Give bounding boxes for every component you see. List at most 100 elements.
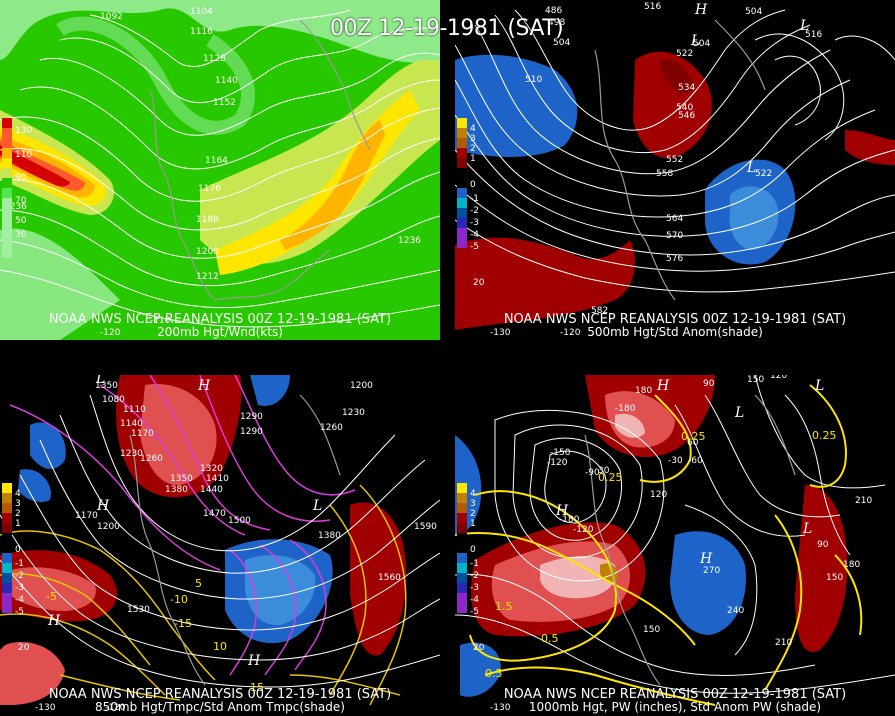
colorbar-label: -4 (470, 595, 479, 605)
colorbar-swatch (457, 188, 467, 198)
colorbar-swatch (2, 593, 12, 603)
colorbar-swatch (457, 603, 467, 613)
wind-shade-trough (56, 16, 256, 135)
high-pressure-label: H (656, 378, 670, 394)
colorbar-swatch (2, 483, 12, 493)
contour-label: 150 (747, 375, 764, 385)
panel-850mb-height-temperature: 1350 1080 1110 1140 1170 1230 1260 1290 … (0, 375, 440, 715)
contour-label: 1440 (200, 485, 223, 495)
colorbar-swatch (2, 178, 12, 188)
contour-label: 1140 (215, 76, 238, 86)
wind-shade-light (0, 0, 440, 63)
contour-label: 120 (650, 490, 667, 500)
anomaly-positive-shade (845, 130, 895, 165)
colorbar-label: 4 (15, 489, 21, 499)
temp-anomaly-negative (30, 422, 66, 470)
colorbar-swatch (457, 198, 467, 208)
colorbar-swatch (457, 493, 467, 503)
colorbar-wind: 130 110 90 70 50 30 (2, 118, 32, 258)
temp-anomaly-positive-core (10, 567, 96, 611)
contour-label: 1080 (102, 395, 125, 405)
anomaly-positive-core (660, 59, 695, 95)
high-pressure-label: H (47, 613, 61, 629)
contour-label: 210 (855, 496, 872, 506)
colorbar-swatch (2, 208, 12, 218)
colorbar-label: 130 (15, 126, 33, 136)
contour-label: 1200 (196, 247, 219, 257)
colorbar-swatch (2, 118, 12, 128)
high-pressure-label: H (197, 378, 211, 394)
colorbar-anomaly: 4 3 2 1 0 -1 -2 -3 -4 -5 (2, 483, 24, 617)
contour-label: 240 (727, 606, 744, 616)
colorbar-swatch (2, 188, 12, 198)
low-pressure-label: L (312, 498, 322, 514)
contour-label: 1500 (228, 516, 251, 526)
pw-anomaly-positive (795, 485, 848, 652)
colorbar-label: -4 (470, 230, 479, 240)
contour-label: 1092 (100, 12, 123, 22)
high-pressure-label: H (699, 551, 713, 567)
contour-label: 552 (666, 155, 683, 165)
wind-shade-yellowgreen (200, 60, 440, 264)
contour-label: 270 (703, 566, 720, 576)
contour-label: 1290 (240, 412, 263, 422)
colorbar-swatch (2, 603, 12, 613)
colorbar-label: 0 (470, 180, 476, 190)
contour-label: 534 (678, 83, 695, 93)
colorbar-swatch (2, 158, 12, 168)
low-pressure-label: L (802, 521, 812, 537)
panel-subcaption: 500mb Hgt/Std Anom(shade) (587, 325, 763, 339)
contour-label: 1260 (320, 423, 343, 433)
colorbar-label: 2 (470, 144, 476, 154)
colorbar-swatch (2, 228, 12, 238)
colorbar-label: 90 (15, 173, 27, 183)
colorbar-swatch (2, 573, 12, 583)
contour-labels-1000mb: -180 -150 -120 -90 -60 -30 30 60 90 120 … (473, 375, 872, 713)
colorbar-label: 30 (15, 230, 27, 240)
colorbar-swatch (2, 248, 12, 258)
panel-500mb-height-anomaly: 486 498 504 510 516 504 504 516 522 534 … (455, 0, 895, 340)
pw-contours (455, 384, 863, 706)
colorbar-swatch (457, 563, 467, 573)
colorbar-swatch (457, 593, 467, 603)
axis-label: -120 (560, 328, 581, 338)
contour-label: 510 (525, 75, 542, 85)
colorbar-swatch (2, 563, 12, 573)
temp-anomaly-negative-core (245, 555, 316, 626)
colorbar-swatch (457, 168, 467, 178)
colorbar-label: 2 (470, 509, 476, 519)
colorbar-swatch (457, 483, 467, 493)
colorbar-swatch (2, 553, 12, 563)
contour-label: 180 (843, 560, 860, 570)
colorbar-anomaly: 4 3 2 1 0 -1 -2 -3 -4 -5 (457, 118, 479, 252)
wind-shade-light-sw (0, 228, 120, 340)
contour-label: 1170 (131, 429, 154, 439)
colorbar-label: -1 (470, 194, 479, 204)
colorbar-swatch (457, 178, 467, 188)
colorbar-label: 1 (470, 519, 476, 529)
temperature-contours-cold (9, 375, 356, 676)
low-pressure-label: L (734, 405, 744, 421)
colorbar-swatch (457, 238, 467, 248)
map-500mb: 486 498 504 510 516 504 504 516 522 534 … (455, 2, 895, 338)
colorbar-label: 1 (470, 154, 476, 164)
axis-label: 20 (473, 278, 485, 288)
contour-label: 1290 (240, 427, 263, 437)
contour-label: 90 (703, 379, 715, 389)
colorbar-label: -2 (15, 571, 24, 581)
panel-subcaption: 200mb Hgt/Wnd(kts) (157, 325, 283, 339)
anomaly-negative-core (729, 186, 779, 250)
colorbar-label: -2 (470, 571, 479, 581)
contour-label: 1116 (190, 27, 213, 37)
pw-label: 0.5 (541, 632, 559, 645)
high-pressure-label: H (694, 2, 708, 18)
low-pressure-label: L (799, 18, 809, 34)
colorbar-label: 0 (470, 545, 476, 555)
contour-label: 1104 (190, 7, 213, 17)
colorbar-swatch (2, 138, 12, 148)
contour-label: 516 (805, 30, 822, 40)
panel-200mb-height-wind: 1092 1104 1116 1128 1140 1152 1164 1176 … (0, 0, 440, 340)
colorbar-label: 3 (470, 134, 476, 144)
contour-label: 540 (676, 103, 693, 113)
colorbar-swatch (457, 573, 467, 583)
